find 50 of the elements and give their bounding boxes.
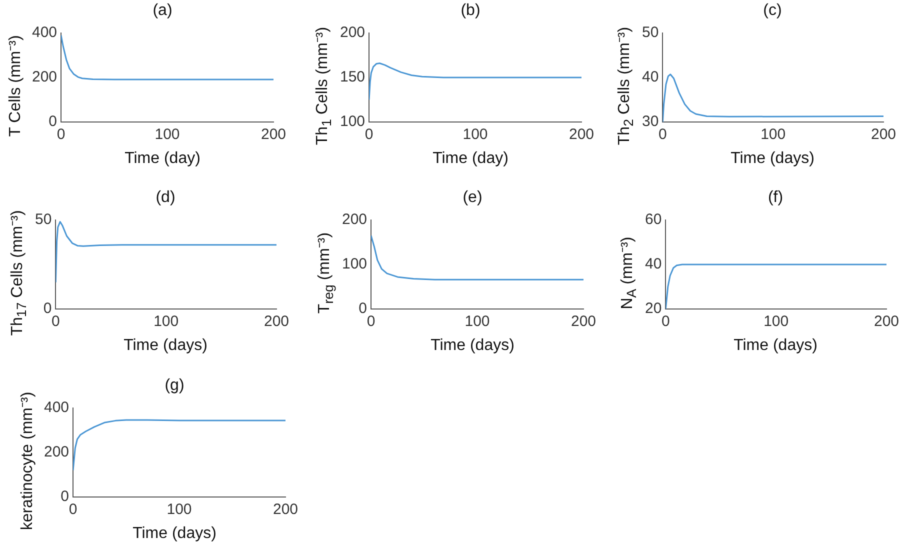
y-axis-title: keratinocyte (mm⁻³) [18, 392, 37, 530]
chart-title: (d) [154, 189, 176, 207]
chart-title: (a) [152, 2, 174, 20]
y-tick-label: 200 [32, 68, 58, 86]
x-axis-title: Time (days) [132, 525, 218, 543]
x-axis-title: Time (day) [124, 150, 202, 168]
y-tick-label: 0 [358, 300, 368, 318]
y-tick-label: 100 [340, 113, 366, 130]
chart-title: (f) [766, 189, 784, 207]
y-tick-label: 0 [43, 300, 52, 318]
x-tick-label: 200 [264, 313, 289, 330]
x-axis-title: Time (days) [122, 337, 208, 355]
x-axis-title: Time (days) [430, 337, 516, 355]
chart-title: (e) [462, 189, 484, 207]
y-tick-label: 400 [32, 24, 58, 42]
y-tick-label: 200 [44, 444, 70, 461]
y-tick-label: 50 [642, 24, 659, 42]
x-axis-title: Time (day) [432, 150, 510, 168]
y-tick-label: 100 [342, 256, 368, 273]
y-tick-label: 0 [48, 113, 58, 130]
x-tick-label: 200 [870, 126, 896, 144]
chart-title: (g) [164, 377, 186, 395]
y-tick-label: 40 [644, 256, 662, 273]
x-tick-label: 200 [874, 313, 899, 330]
y-tick-label: 400 [44, 399, 70, 416]
y-tick-label: 40 [642, 68, 659, 86]
chart-title: (c) [762, 2, 783, 20]
x-tick-label: 200 [272, 501, 298, 518]
y-tick-label: 20 [644, 300, 662, 318]
x-axis-title: Time (days) [730, 150, 816, 168]
x-axis-title: Time (days) [732, 337, 818, 355]
x-tick-label: 100 [464, 313, 490, 330]
x-tick-label: 100 [166, 501, 192, 518]
y-axis-title: T Cells (mm⁻³) [6, 35, 25, 137]
x-tick-label: 100 [462, 126, 488, 144]
y-tick-label: 0 [60, 488, 70, 506]
x-tick-label: 100 [154, 313, 179, 330]
chart-title: (b) [460, 2, 482, 20]
y-tick-label: 200 [342, 211, 368, 228]
x-tick-label: 200 [568, 126, 594, 144]
y-tick-label: 200 [340, 24, 366, 42]
y-tick-label: 50 [34, 211, 52, 228]
x-tick-label: 100 [764, 313, 789, 330]
x-tick-label: 100 [154, 126, 180, 144]
y-tick-label: 150 [340, 68, 366, 86]
x-tick-label: 100 [760, 126, 786, 144]
y-tick-label: 30 [642, 113, 659, 130]
x-tick-label: 200 [260, 126, 286, 144]
y-tick-label: 60 [644, 211, 662, 228]
x-tick-label: 200 [570, 313, 596, 330]
